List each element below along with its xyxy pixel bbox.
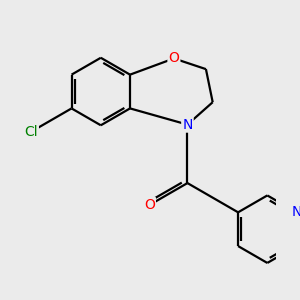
Text: O: O: [169, 52, 179, 65]
Text: N: N: [291, 205, 300, 219]
Text: N: N: [182, 118, 193, 132]
Text: Cl: Cl: [24, 125, 38, 139]
Text: O: O: [144, 198, 155, 212]
